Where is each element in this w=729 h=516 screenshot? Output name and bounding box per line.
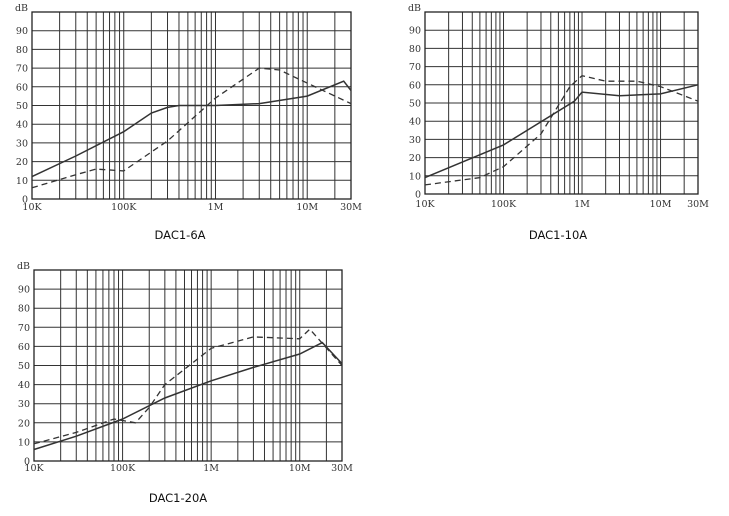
- y-axis-unit: dB: [17, 261, 30, 272]
- series-dashed-line: [424, 74, 699, 186]
- x-tick-label: 10M: [650, 199, 672, 210]
- y-tick-label: 60: [16, 82, 28, 93]
- y-tick-label: 40: [16, 120, 28, 131]
- y-axis-unit: dB: [15, 3, 28, 14]
- y-tick-label: 60: [18, 342, 30, 353]
- y-tick-label: 10: [18, 437, 30, 448]
- y-axis-unit: dB: [408, 3, 421, 14]
- y-tick-label: 50: [16, 101, 28, 112]
- y-tick-label: 50: [18, 361, 30, 372]
- y-tick-label: 50: [409, 99, 421, 110]
- series-dashed-line: [33, 328, 343, 445]
- y-tick-label: 40: [409, 117, 421, 128]
- y-tick-label: 80: [409, 44, 421, 55]
- y-tick-label: 30: [409, 135, 421, 146]
- y-tick-label: 20: [409, 153, 421, 164]
- y-tick-label: 20: [18, 418, 30, 429]
- chart-2: 0 10 20 30 40 50 60 70 80 90 dB 10K 100K 1M 10M 30M DAC1…: [408, 3, 709, 242]
- x-tick-label: 10M: [289, 463, 311, 474]
- y-tick-label: 40: [18, 380, 30, 391]
- y-tick-label: 0: [22, 195, 28, 206]
- plot-frame: [424, 11, 699, 195]
- y-tick-label: 70: [409, 62, 421, 73]
- y-tick-label: 90: [16, 26, 28, 37]
- x-tick-label: 1M: [203, 463, 219, 474]
- y-tick-label: 60: [409, 80, 421, 91]
- x-tick-label: 30M: [331, 463, 353, 474]
- x-tick-label: 100K: [111, 202, 137, 213]
- y-tick-label: 10: [409, 171, 421, 182]
- y-tick-label: 90: [409, 26, 421, 37]
- y-tick-label: 30: [16, 138, 28, 149]
- y-tick-label: 70: [18, 323, 30, 334]
- x-tick-label: 100K: [110, 463, 136, 474]
- y-tick-label: 20: [16, 157, 28, 168]
- chart-caption: DAC1-6A: [155, 228, 206, 242]
- y-tick-label: 30: [18, 399, 30, 410]
- x-tick-label: 30M: [687, 199, 709, 210]
- chart-caption: DAC1-10A: [529, 228, 587, 242]
- chart-caption: DAC1-20A: [149, 491, 207, 505]
- x-tick-label: 1M: [574, 199, 590, 210]
- y-tick-label: 70: [16, 64, 28, 75]
- x-tick-label: 100K: [491, 199, 517, 210]
- y-tick-label: 80: [16, 45, 28, 56]
- series-solid-line: [424, 84, 699, 179]
- x-tick-label: 10M: [296, 202, 318, 213]
- series-dashed-line: [31, 67, 352, 189]
- chart-1: 0 10 20 30 40 50 60 70 80 90 dB 10K 100K 1M 10M 30M DAC1…: [15, 3, 362, 242]
- x-tick-label: 10K: [415, 199, 435, 210]
- y-tick-label: 80: [18, 304, 30, 315]
- series-solid-line: [31, 80, 352, 178]
- chart-3: 0 10 20 30 40 50 60 70 80 90 dB 10K 100K 1M 10M 30M DAC1…: [17, 261, 353, 505]
- x-tick-label: 30M: [340, 202, 362, 213]
- x-tick-label: 1M: [208, 202, 224, 213]
- series-solid-line: [33, 341, 343, 451]
- y-tick-label: 0: [24, 457, 30, 468]
- y-tick-label: 90: [18, 285, 30, 296]
- x-tick-label: 10K: [24, 463, 44, 474]
- x-tick-label: 10K: [22, 202, 42, 213]
- y-tick-label: 10: [16, 176, 28, 187]
- plot-frame: [31, 11, 352, 200]
- y-tick-label: 0: [415, 190, 421, 201]
